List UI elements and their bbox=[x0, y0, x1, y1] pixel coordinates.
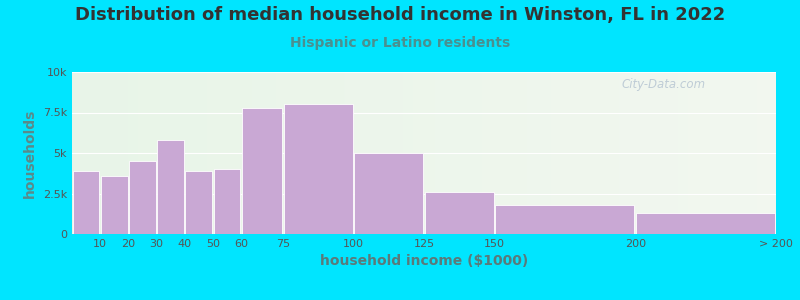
Bar bbox=[214, 169, 240, 234]
Bar bbox=[636, 213, 775, 234]
Bar bbox=[73, 171, 99, 234]
Bar bbox=[242, 108, 282, 234]
X-axis label: household income ($1000): household income ($1000) bbox=[320, 254, 528, 268]
Bar bbox=[129, 161, 156, 234]
Text: City-Data.com: City-Data.com bbox=[621, 79, 706, 92]
Text: Distribution of median household income in Winston, FL in 2022: Distribution of median household income … bbox=[75, 6, 725, 24]
Bar bbox=[157, 140, 184, 234]
Bar bbox=[101, 176, 128, 234]
Bar bbox=[495, 205, 634, 234]
Bar bbox=[284, 104, 353, 234]
Bar bbox=[425, 192, 494, 234]
Y-axis label: households: households bbox=[23, 108, 38, 198]
Bar bbox=[186, 171, 212, 234]
Bar bbox=[354, 153, 423, 234]
Text: Hispanic or Latino residents: Hispanic or Latino residents bbox=[290, 36, 510, 50]
